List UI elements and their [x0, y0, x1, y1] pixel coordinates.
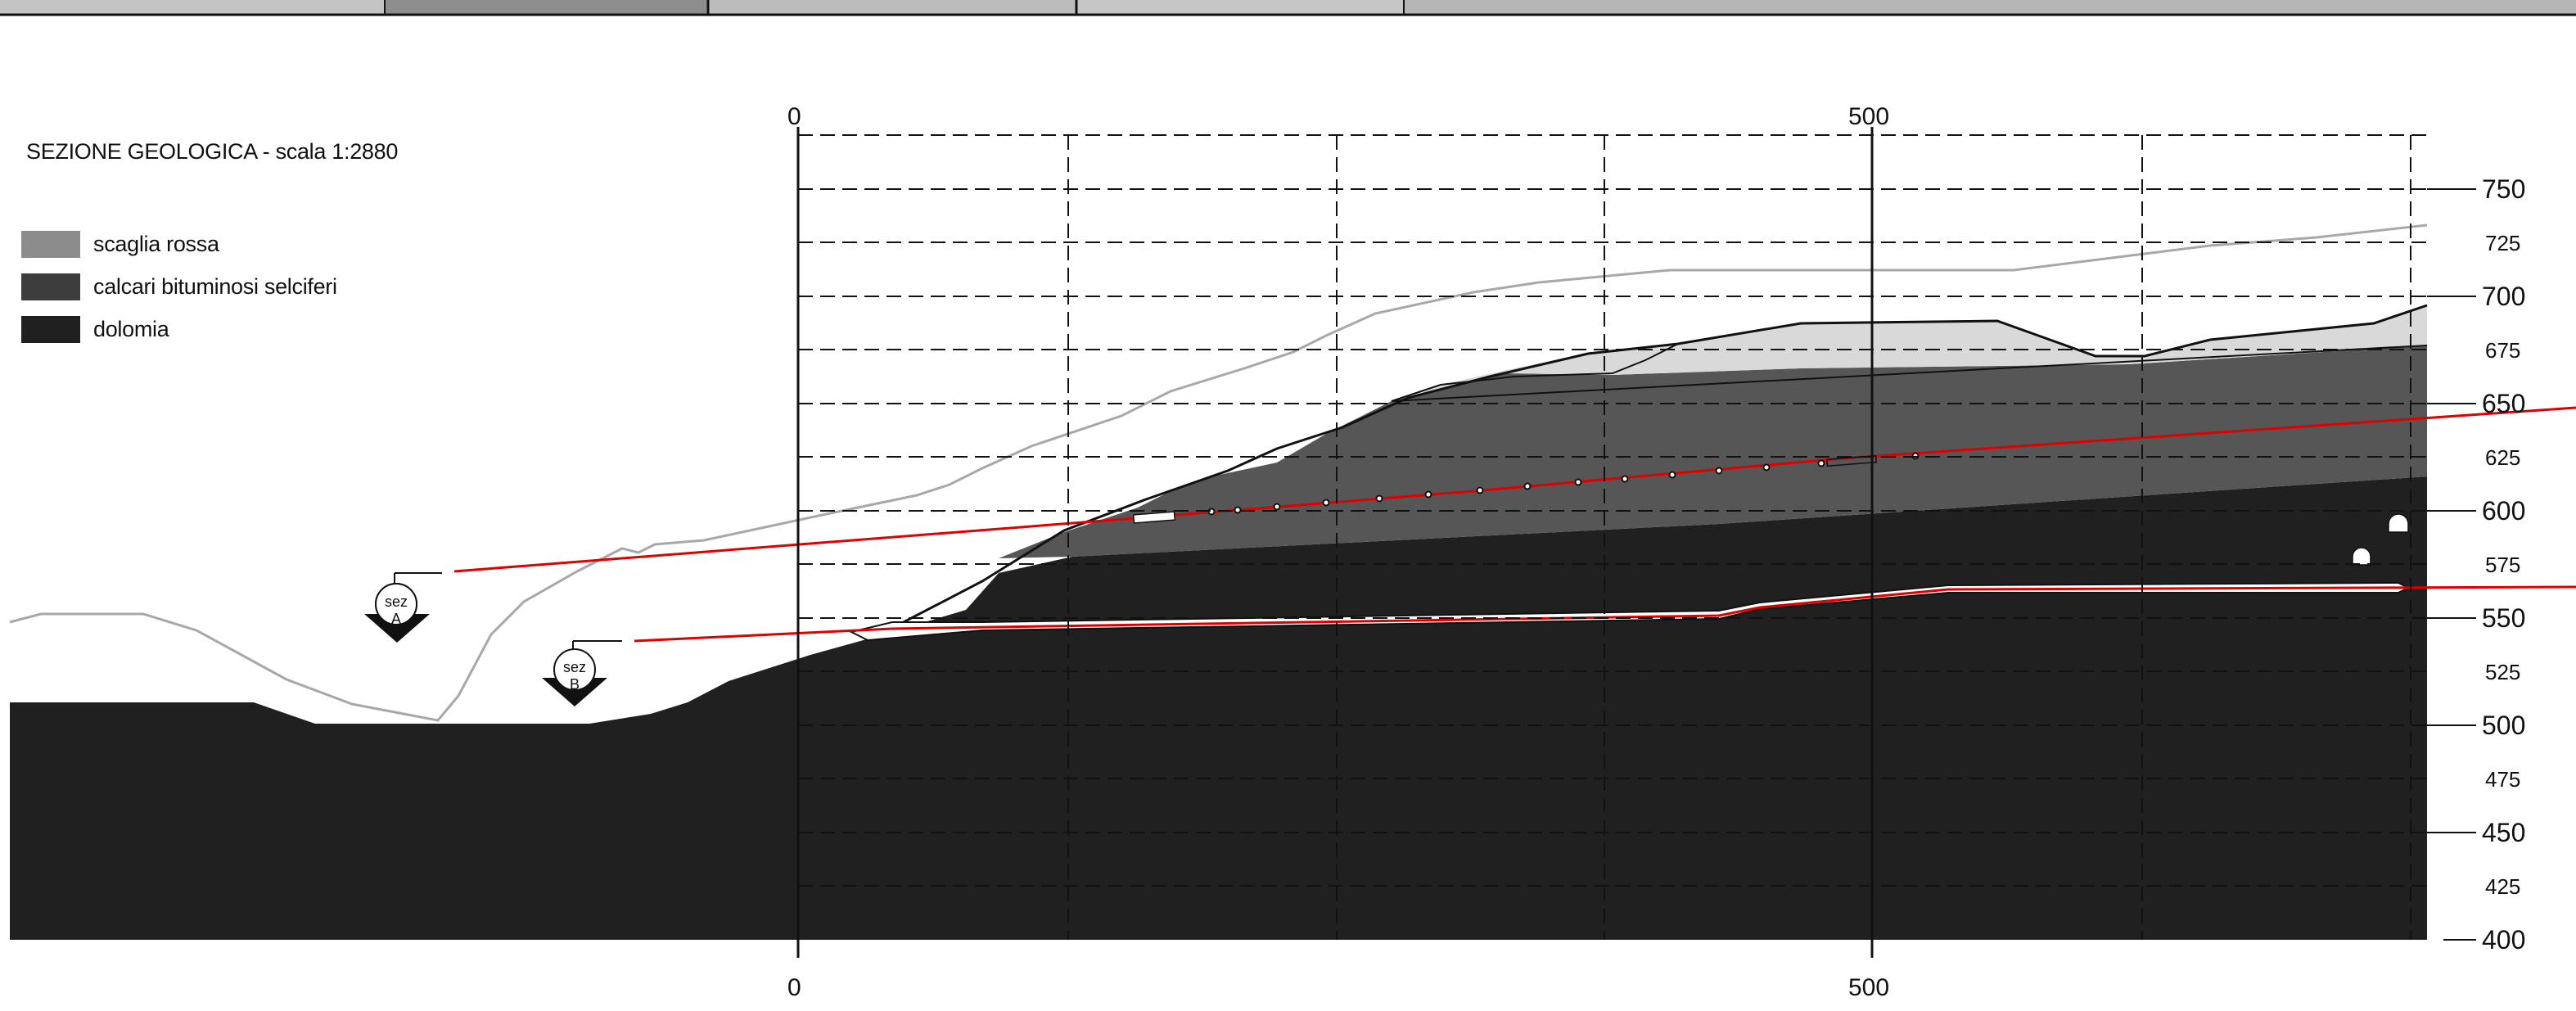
elev-label-400: 400 [2482, 925, 2525, 955]
dolomia-layer [10, 476, 2427, 940]
scale-top-500: 500 [1848, 103, 1889, 130]
legend-label-calcari: calcari bituminosi selciferi [93, 273, 337, 299]
cavity-right-upper [2388, 513, 2409, 533]
scale-bottom-0: 0 [787, 974, 801, 1001]
elev-label-725: 725 [2485, 231, 2520, 255]
section-marker-b-top: sez [563, 659, 586, 675]
elevation-labels: 750 725 700 675 650 625 600 575 550 525 … [2482, 174, 2525, 955]
scale-bottom-500: 500 [1848, 974, 1889, 1001]
legend: scaglia rossa calcari bituminosi selcife… [21, 223, 337, 350]
elev-label-625: 625 [2485, 445, 2520, 470]
section-marker-a-top: sez [385, 594, 408, 610]
calcari-layer [999, 345, 2427, 558]
elev-label-475: 475 [2485, 767, 2520, 792]
elev-label-575: 575 [2485, 553, 2520, 577]
section-marker-a-letter: A [391, 611, 401, 627]
section-title: SEZIONE GEOLOGICA - scala 1:2880 [26, 139, 399, 164]
upper-tunnel-segment [1825, 454, 1878, 467]
legend-item-scaglia-rossa: scaglia rossa [21, 223, 337, 265]
lower-tunnel-line [634, 585, 2576, 643]
legend-item-dolomia: dolomia [21, 308, 337, 350]
top-photo-strip [0, 0, 2576, 16]
elev-label-425: 425 [2485, 874, 2520, 899]
legend-item-calcari: calcari bituminosi selciferi [21, 265, 337, 308]
elevation-ticks [2427, 188, 2476, 941]
legend-swatch-scaglia-rossa [21, 230, 80, 258]
upper-tunnel-line [453, 406, 2576, 573]
elev-label-600: 600 [2482, 496, 2525, 526]
section-marker-b: sez B [542, 648, 607, 706]
terrain-outline [900, 304, 2428, 625]
elevation-grid [798, 134, 2427, 940]
legend-label-dolomia: dolomia [93, 316, 169, 341]
elev-label-450: 450 [2482, 818, 2525, 847]
elev-label-500: 500 [2482, 711, 2525, 740]
elev-label-700: 700 [2482, 282, 2525, 311]
elev-label-525: 525 [2485, 660, 2520, 684]
tunnel-waypoints [1207, 452, 1920, 516]
section-marker-a: sez A [364, 583, 430, 643]
legend-swatch-dolomia [21, 315, 80, 343]
scale-top-0: 0 [787, 103, 801, 130]
legend-label-scaglia-rossa: scaglia rossa [93, 231, 219, 256]
elev-label-675: 675 [2485, 338, 2520, 363]
upper-tunnel-portal [1132, 511, 1176, 524]
section-marker-b-letter: B [570, 676, 580, 693]
elev-label-650: 650 [2482, 389, 2525, 418]
legend-swatch-calcari [21, 273, 80, 300]
cavity-right-lower [2352, 547, 2371, 566]
scaglia-surface-layer [1392, 305, 2427, 401]
scaglia-inner-outline [1391, 343, 1679, 402]
elev-label-750: 750 [2482, 174, 2525, 204]
elev-label-550: 550 [2482, 603, 2525, 633]
